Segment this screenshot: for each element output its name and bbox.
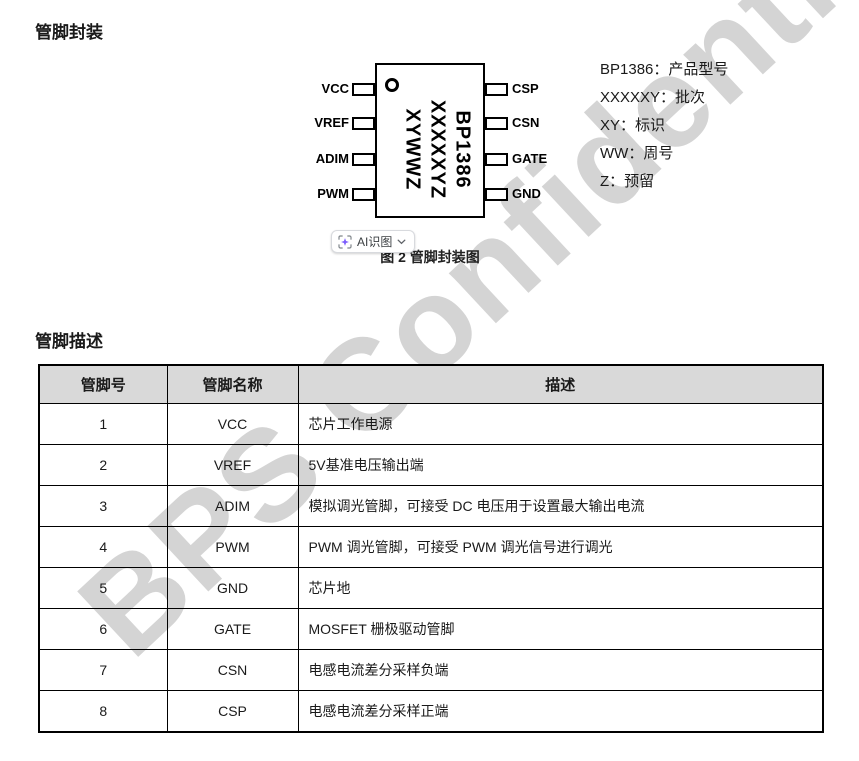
ai-button-label: AI识图 (357, 235, 393, 249)
table-row: 3 ADIM 模拟调光管脚，可接受 DC 电压用于设置最大输出电流 (38, 485, 824, 527)
pin-box (352, 116, 375, 130)
pin-label-adim: ADIM (315, 151, 349, 166)
pin-desc-cell: PWM 调光管脚，可接受 PWM 调光信号进行调光 (297, 526, 824, 568)
pin-name-cell: GND (166, 567, 299, 609)
pin-box (485, 82, 508, 96)
pin-name-cell: CSN (166, 649, 299, 691)
pin-name-cell: GATE (166, 608, 299, 650)
pin1-indicator-dot (385, 78, 399, 92)
pin-description-table: 管脚号 管脚名称 描述 1 VCC 芯片工作电源 2 VREF 5V基准电压输出… (38, 364, 824, 733)
pin-name-cell: PWM (166, 526, 299, 568)
pin-label-vref: VREF (314, 115, 349, 130)
pin-number-cell: 2 (38, 444, 168, 486)
pin-row-csn: CSN (485, 115, 539, 131)
header-pin-desc: 描述 (297, 364, 824, 404)
table-row: 1 VCC 芯片工作电源 (38, 403, 824, 445)
pin-label-vcc: VCC (321, 81, 349, 96)
pin-number-cell: 7 (38, 649, 168, 691)
table-row: 6 GATE MOSFET 栅极驱动管脚 (38, 608, 824, 650)
legend-item: Z：预留 (600, 173, 655, 190)
pin-box (485, 187, 508, 201)
pin-desc-cell: 模拟调光管脚，可接受 DC 电压用于设置最大输出电流 (297, 485, 824, 527)
pin-row-gnd: GND (485, 186, 541, 202)
pin-box (352, 82, 375, 96)
legend-item: XXXXXY：批次 (600, 89, 706, 106)
section-title-pin-description: 管脚描述 (35, 332, 103, 351)
pin-row-adim: ADIM (297, 151, 375, 167)
pin-name-cell: ADIM (166, 485, 299, 527)
table-header-row: 管脚号 管脚名称 描述 (38, 364, 824, 404)
pin-number-cell: 6 (38, 608, 168, 650)
table-row: 8 CSP 电感电流差分采样正端 (38, 690, 824, 733)
table-row: 4 PWM PWM 调光管脚，可接受 PWM 调光信号进行调光 (38, 526, 824, 568)
ai-image-recognize-button[interactable]: AI识图 (331, 230, 416, 253)
legend-item: WW：周号 (600, 145, 674, 162)
pin-desc-cell: 芯片工作电源 (297, 403, 824, 445)
pin-label-csp: CSP (512, 81, 539, 96)
pin-label-csn: CSN (512, 115, 540, 130)
pin-desc-cell: 芯片地 (297, 567, 824, 609)
table-row: 2 VREF 5V基准电压输出端 (38, 444, 824, 486)
chip-marking-line: XXXXXYZ (426, 99, 449, 200)
table-row: 5 GND 芯片地 (38, 567, 824, 609)
pin-desc-cell: 5V基准电压输出端 (297, 444, 824, 486)
ai-sparkle-icon (338, 234, 352, 249)
section-title-package: 管脚封装 (35, 23, 103, 42)
pin-box (352, 187, 375, 201)
pin-name-cell: CSP (166, 690, 299, 733)
legend-item: XY：标识 (600, 117, 666, 134)
pin-row-gate: GATE (485, 151, 547, 167)
header-pin-name: 管脚名称 (166, 364, 299, 404)
pin-desc-cell: MOSFET 栅极驱动管脚 (297, 608, 824, 650)
pin-box (485, 152, 508, 166)
pin-row-vref: VREF (297, 115, 375, 131)
pin-label-gate: GATE (512, 151, 548, 166)
pin-number-cell: 3 (38, 485, 168, 527)
pin-name-cell: VCC (166, 403, 299, 445)
pin-row-csp: CSP (485, 81, 539, 97)
marking-legend: BP1386：产品型号 XXXXXY：批次 XY：标识 WW：周号 Z：预留 (600, 56, 728, 196)
chip-marking-text: BP1386 XXXXXYZ XYWWZ (400, 70, 475, 230)
legend-item: BP1386：产品型号 (600, 61, 729, 78)
pin-box (485, 116, 508, 130)
pin-name-cell: VREF (166, 444, 299, 486)
pin-number-cell: 1 (38, 403, 168, 445)
chevron-down-icon (397, 239, 406, 245)
figure-caption: 图 2 管脚封装图 (380, 249, 480, 265)
pin-label-gnd: GND (512, 186, 541, 201)
pin-label-pwm: PWM (317, 186, 349, 201)
pin-desc-cell: 电感电流差分采样正端 (297, 690, 824, 733)
pin-number-cell: 4 (38, 526, 168, 568)
chip-marking-line: XYWWZ (401, 108, 424, 191)
header-pin-number: 管脚号 (38, 364, 168, 404)
pin-row-pwm: PWM (297, 186, 375, 202)
table-row: 7 CSN 电感电流差分采样负端 (38, 649, 824, 691)
pin-box (352, 152, 375, 166)
pin-number-cell: 8 (38, 690, 168, 733)
pin-row-vcc: VCC (297, 81, 375, 97)
pin-desc-cell: 电感电流差分采样负端 (297, 649, 824, 691)
chip-marking-line: BP1386 (451, 110, 474, 189)
pin-number-cell: 5 (38, 567, 168, 609)
